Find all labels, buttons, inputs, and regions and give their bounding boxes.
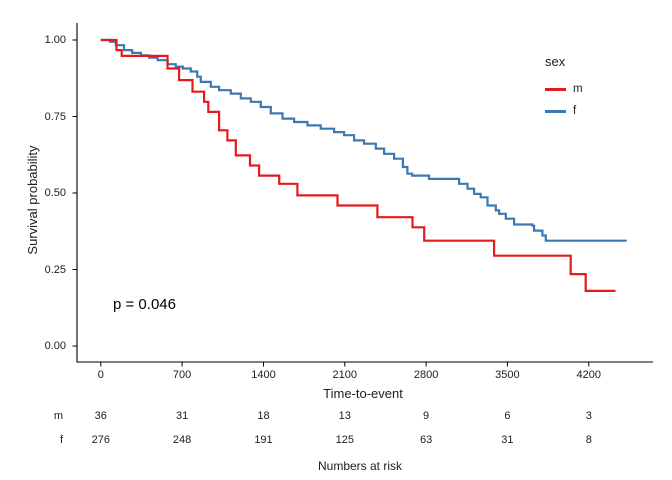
risk-value: 276 xyxy=(91,434,110,446)
survival-curve-f xyxy=(100,38,627,242)
x-tick-label: 700 xyxy=(172,369,192,381)
legend-label-f: f xyxy=(573,105,577,117)
y-tick-label: 0.75 xyxy=(44,110,66,123)
risk-row-label-m: m xyxy=(53,410,63,422)
risk-table-caption: Numbers at risk xyxy=(317,459,403,473)
risk-value: 6 xyxy=(504,410,511,422)
legend-key-line-m xyxy=(545,87,566,91)
risk-value: 31 xyxy=(175,410,189,422)
y-tick-label: 0.25 xyxy=(44,263,66,276)
legend-label-m: m xyxy=(573,83,583,95)
risk-value: 18 xyxy=(257,410,270,422)
risk-value: 191 xyxy=(254,434,273,446)
risk-value: 31 xyxy=(501,434,514,446)
x-tick-label: 2800 xyxy=(413,369,439,381)
risk-value: 3 xyxy=(585,410,592,422)
risk-row-label-f: f xyxy=(59,434,63,446)
risk-value: 13 xyxy=(338,410,351,422)
x-tick-marks xyxy=(100,362,590,367)
survival-curve-m xyxy=(100,38,616,292)
x-tick-label: 4200 xyxy=(576,369,602,381)
x-tick-label: 1400 xyxy=(251,369,276,381)
x-tick-label: 0 xyxy=(97,369,104,381)
risk-value: 8 xyxy=(585,434,592,446)
x-axis-title: Time-to-event xyxy=(323,386,403,401)
x-tick-label: 2100 xyxy=(332,369,358,381)
risk-value: 125 xyxy=(335,434,354,446)
risk-value: 248 xyxy=(172,434,192,446)
risk-value: 9 xyxy=(423,410,430,422)
survival-curves xyxy=(100,38,627,292)
risk-value: 63 xyxy=(419,434,433,446)
y-tick-label: 0.00 xyxy=(44,340,66,352)
y-axis-title: Survival probability xyxy=(25,145,40,255)
legend-title: sex xyxy=(545,54,566,69)
x-tick-label: 3500 xyxy=(495,369,520,381)
risk-value: 36 xyxy=(94,410,107,422)
y-tick-marks xyxy=(72,39,77,347)
p-value-annotation: p = 0.046 xyxy=(113,296,176,313)
y-tick-label: 0.50 xyxy=(44,187,66,199)
y-tick-label: 1.00 xyxy=(44,34,66,46)
legend-key-line-f xyxy=(545,109,566,113)
